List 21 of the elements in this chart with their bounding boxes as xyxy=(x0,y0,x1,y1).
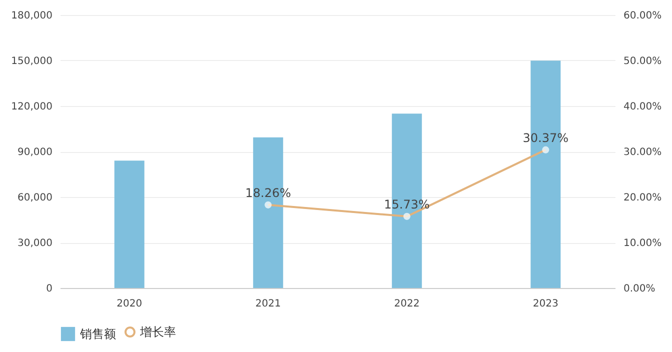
y2-tick-label: 40.00% xyxy=(624,102,662,112)
y2-tick-label: 10.00% xyxy=(624,238,662,249)
y-tick-label: 30,000 xyxy=(18,238,52,249)
legend-label: 销售额 xyxy=(79,327,116,341)
x-tick-label: 2022 xyxy=(394,298,420,310)
bar xyxy=(114,160,144,288)
legend-label: 增长率 xyxy=(139,325,176,339)
y-tick-label: 60,000 xyxy=(18,192,52,204)
y-tick-label: 120,000 xyxy=(11,102,52,112)
y2-tick-label: 50.00% xyxy=(624,56,662,67)
y-tick-label: 150,000 xyxy=(11,56,52,67)
y-tick-label: 0 xyxy=(46,284,52,294)
y2-tick-label: 20.00% xyxy=(624,192,662,204)
y2-tick-label: 0.00% xyxy=(624,284,656,294)
x-tick-label: 2023 xyxy=(532,298,558,310)
y-tick-label: 180,000 xyxy=(11,10,52,22)
y-tick-label: 90,000 xyxy=(18,147,52,158)
y2-tick-label: 30.00% xyxy=(624,147,662,158)
x-tick-label: 2021 xyxy=(255,298,281,310)
x-tick-label: 2020 xyxy=(116,298,142,310)
y2-tick-label: 60.00% xyxy=(624,10,662,22)
